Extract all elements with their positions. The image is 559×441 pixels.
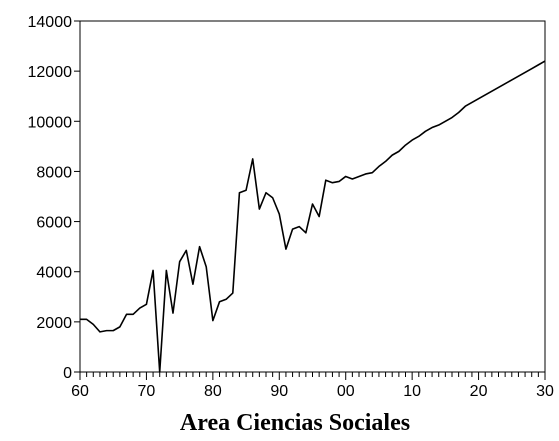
x-tick-label: 70 xyxy=(138,383,156,400)
y-tick-label: 8000 xyxy=(36,164,72,181)
data-line xyxy=(80,60,546,373)
x-tick-label: 30 xyxy=(536,383,554,400)
x-tick-label: 60 xyxy=(71,383,89,400)
x-tick-label: 10 xyxy=(403,383,421,400)
y-tick-label: 10000 xyxy=(28,114,73,131)
plot-frame xyxy=(79,20,546,373)
y-tick-label: 6000 xyxy=(36,215,72,232)
y-tick-label: 4000 xyxy=(36,265,72,282)
chart-title: Area Ciencias Sociales xyxy=(180,410,410,436)
x-tick-label: 80 xyxy=(204,383,222,400)
y-tick-label: 14000 xyxy=(28,14,73,31)
x-tick-label: 00 xyxy=(337,383,355,400)
y-tick-label: 12000 xyxy=(28,64,73,81)
x-tick-label: 20 xyxy=(470,383,488,400)
y-tick-label: 0 xyxy=(63,365,72,382)
x-tick-label: 90 xyxy=(270,383,288,400)
y-tick-label: 2000 xyxy=(36,315,72,332)
